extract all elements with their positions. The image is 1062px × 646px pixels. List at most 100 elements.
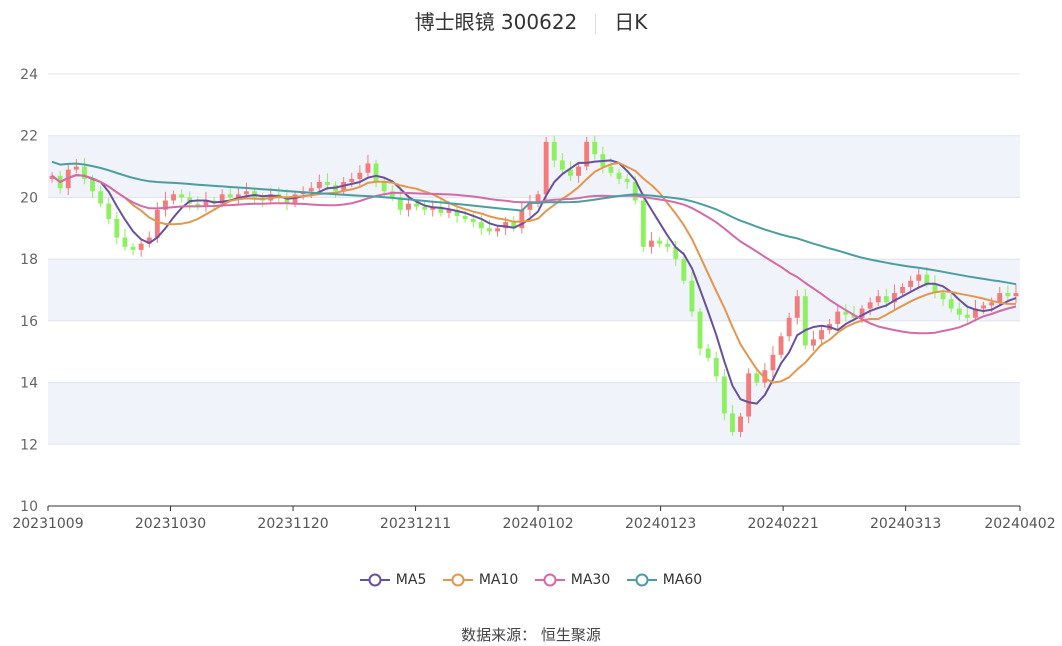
candle-body xyxy=(73,166,79,170)
x-tick-label: 20240123 xyxy=(625,516,696,532)
candle-body xyxy=(981,305,986,309)
candle-body xyxy=(316,182,322,189)
legend-label-ma60: MA60 xyxy=(662,572,703,588)
candle-body xyxy=(1005,293,1011,297)
legend-label-ma10: MA10 xyxy=(478,572,519,588)
candle-body xyxy=(746,373,752,417)
candle-body xyxy=(284,197,290,204)
candle-body xyxy=(697,311,703,349)
candle-body xyxy=(470,219,476,223)
candle-body xyxy=(640,200,646,247)
candle-body xyxy=(843,311,849,315)
candle-body xyxy=(138,243,144,250)
period-label: 日K xyxy=(614,10,648,34)
legend-item-ma10[interactable]: MA10 xyxy=(442,572,519,588)
y-tick-label: 16 xyxy=(20,314,38,330)
candle-body xyxy=(616,172,622,179)
candle-body xyxy=(819,330,824,340)
y-axis: 10 12 14 16 18 20 22 24 xyxy=(20,67,38,515)
candle-body xyxy=(908,280,914,287)
candle-body xyxy=(438,206,444,213)
candle-body xyxy=(122,237,128,247)
candle-body xyxy=(462,215,468,220)
candle-body xyxy=(219,194,225,204)
candle-body xyxy=(511,222,517,229)
candle-body xyxy=(665,243,671,247)
data-source: 数据来源： 恒生聚源 xyxy=(461,626,601,644)
candle-body xyxy=(98,191,104,204)
candle-body xyxy=(381,182,387,192)
grid-band xyxy=(48,135,1020,198)
candle-body xyxy=(535,194,541,204)
candle-body xyxy=(1013,293,1019,297)
candle-body xyxy=(163,200,168,210)
candle-body xyxy=(883,296,889,303)
candle-body xyxy=(973,308,978,318)
chart-title: 博士眼镜 300622 xyxy=(414,10,578,34)
candle-body xyxy=(203,200,209,207)
legend-label-ma30: MA30 xyxy=(570,572,611,588)
y-tick-label: 12 xyxy=(20,437,38,453)
candle-body xyxy=(414,203,419,207)
x-tick-label: 20240221 xyxy=(747,516,818,532)
candle-body xyxy=(851,314,857,318)
candle-body xyxy=(681,259,687,281)
legend: MA5 MA10 MA30 MA60 xyxy=(0,572,1062,591)
legend-item-ma30[interactable]: MA30 xyxy=(534,572,611,588)
candle-body xyxy=(762,370,768,383)
candle-body xyxy=(227,194,233,198)
candle-body xyxy=(495,228,500,232)
candle-body xyxy=(568,169,573,176)
candle-body xyxy=(802,296,808,346)
candle-body xyxy=(422,206,428,210)
x-tick-label: 20240102 xyxy=(502,516,573,532)
legend-item-ma5[interactable]: MA5 xyxy=(359,572,427,588)
candle-body xyxy=(778,336,784,355)
x-axis: 20231009 20231030 20231120 20231211 20240102… xyxy=(12,505,1056,532)
y-tick-label: 20 xyxy=(20,190,38,206)
candle-body xyxy=(478,222,484,229)
candle-body xyxy=(989,302,995,306)
candle-body xyxy=(713,357,719,377)
x-tick-label: 20231030 xyxy=(135,516,206,532)
candle-body xyxy=(689,280,695,312)
candle-body xyxy=(657,240,662,244)
legend-label-ma5: MA5 xyxy=(395,572,427,588)
candle-body xyxy=(867,302,873,309)
candle-body xyxy=(924,274,930,284)
candle-body xyxy=(875,296,881,303)
candle-body xyxy=(786,317,792,337)
candle-body xyxy=(543,141,549,195)
candle-body xyxy=(527,203,533,210)
ma5-line xyxy=(51,159,1017,405)
candle-body xyxy=(49,175,55,179)
x-tick-label: 20231120 xyxy=(257,516,328,532)
candle-body xyxy=(519,209,525,229)
candle-body xyxy=(584,141,590,167)
legend-item-ma60[interactable]: MA60 xyxy=(626,572,703,588)
candle-body xyxy=(624,178,630,182)
candle-body xyxy=(811,339,816,346)
candle-body xyxy=(446,209,452,213)
candle-body xyxy=(357,172,363,179)
y-tick-label: 24 xyxy=(20,67,38,83)
candle-body xyxy=(632,182,638,201)
candle-body xyxy=(940,293,946,300)
candle-body xyxy=(956,308,962,315)
candle-body xyxy=(592,141,598,155)
candle-body xyxy=(649,240,654,247)
grid-band xyxy=(48,382,1020,445)
y-tick-label: 14 xyxy=(20,376,38,392)
candle-body xyxy=(106,203,112,220)
y-tick-label: 18 xyxy=(20,252,38,268)
candle-body xyxy=(82,166,87,179)
candle-body xyxy=(738,416,743,432)
candle-body xyxy=(179,194,185,198)
chart-header: 博士眼镜 300622 日K xyxy=(0,6,1062,35)
candle-body xyxy=(397,197,403,210)
candle-body xyxy=(244,191,249,195)
candle-body xyxy=(90,178,95,192)
y-tick-label: 10 xyxy=(20,499,38,515)
ma60-line xyxy=(51,160,1017,286)
background-bands xyxy=(48,135,1020,445)
